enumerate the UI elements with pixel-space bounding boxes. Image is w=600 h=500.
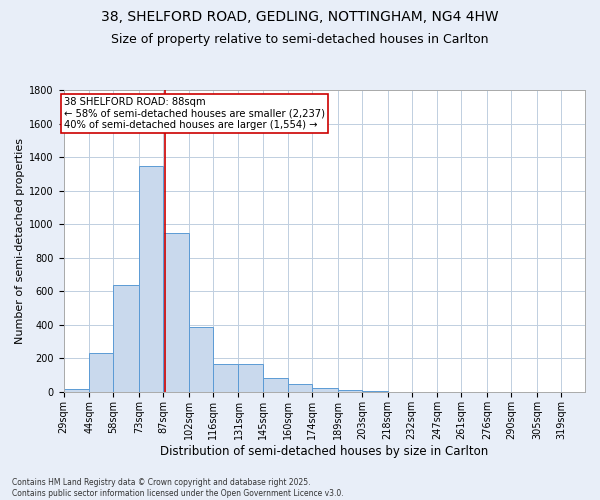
X-axis label: Distribution of semi-detached houses by size in Carlton: Distribution of semi-detached houses by … xyxy=(160,444,488,458)
Bar xyxy=(288,384,312,392)
Bar xyxy=(238,364,263,392)
Bar xyxy=(189,326,213,392)
Y-axis label: Number of semi-detached properties: Number of semi-detached properties xyxy=(15,138,25,344)
Bar xyxy=(113,285,139,392)
Bar xyxy=(312,388,338,392)
Bar xyxy=(263,378,288,392)
Bar xyxy=(362,391,388,392)
Bar xyxy=(163,233,189,392)
Bar xyxy=(338,390,362,392)
Bar xyxy=(213,364,238,392)
Text: Contains HM Land Registry data © Crown copyright and database right 2025.
Contai: Contains HM Land Registry data © Crown c… xyxy=(12,478,344,498)
Text: 38, SHELFORD ROAD, GEDLING, NOTTINGHAM, NG4 4HW: 38, SHELFORD ROAD, GEDLING, NOTTINGHAM, … xyxy=(101,10,499,24)
Text: 38 SHELFORD ROAD: 88sqm
← 58% of semi-detached houses are smaller (2,237)
40% of: 38 SHELFORD ROAD: 88sqm ← 58% of semi-de… xyxy=(64,97,325,130)
Bar xyxy=(89,354,113,392)
Bar xyxy=(139,166,163,392)
Text: Size of property relative to semi-detached houses in Carlton: Size of property relative to semi-detach… xyxy=(111,32,489,46)
Bar xyxy=(64,388,89,392)
